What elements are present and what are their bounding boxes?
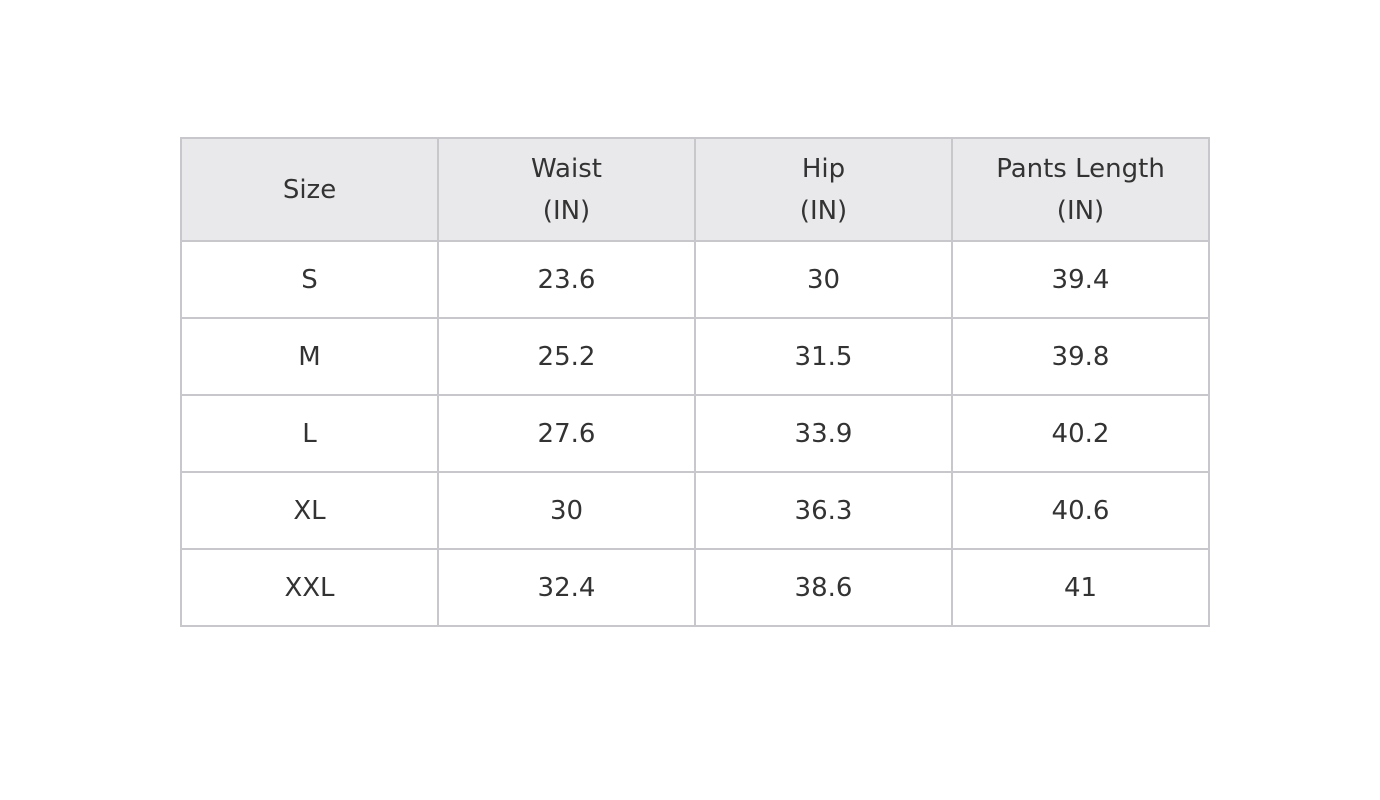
header-unit: (IN) <box>542 195 591 226</box>
table-body: S 23.6 30 39.4 M 25.2 31.5 39.8 L 27.6 33.9 40.2 XL 3… <box>180 240 1210 627</box>
measure-cell: 31.5 <box>694 317 953 396</box>
measure-cell: 39.4 <box>951 240 1210 319</box>
table-row: XL 30 36.3 40.6 <box>180 471 1210 550</box>
table-row: L 27.6 33.9 40.2 <box>180 394 1210 473</box>
header-cell: Size <box>180 137 439 242</box>
header-unit: (IN) <box>799 195 848 226</box>
table-row: XXL 32.4 38.6 41 <box>180 548 1210 627</box>
measure-cell: 27.6 <box>437 394 696 473</box>
measure-cell: 41 <box>951 548 1210 627</box>
header-row: Size Waist (IN) Hip (IN) Pants Length (IN) <box>180 137 1210 242</box>
size-cell: M <box>180 317 439 396</box>
header-name: Pants Length <box>996 153 1165 184</box>
table-row: S 23.6 30 39.4 <box>180 240 1210 319</box>
size-cell: S <box>180 240 439 319</box>
size-cell: XXL <box>180 548 439 627</box>
measure-cell: 40.6 <box>951 471 1210 550</box>
measure-cell: 38.6 <box>694 548 953 627</box>
size-cell: XL <box>180 471 439 550</box>
measure-cell: 30 <box>694 240 953 319</box>
measure-cell: 25.2 <box>437 317 696 396</box>
header-name: Size <box>282 174 337 205</box>
header-name: Waist <box>531 153 602 184</box>
header-cell: Hip (IN) <box>694 137 953 242</box>
table-row: M 25.2 31.5 39.8 <box>180 317 1210 396</box>
header-cell: Pants Length (IN) <box>951 137 1210 242</box>
header-cell: Waist (IN) <box>437 137 696 242</box>
measure-cell: 33.9 <box>694 394 953 473</box>
measure-cell: 36.3 <box>694 471 953 550</box>
size-table: Size Waist (IN) Hip (IN) Pants Length (IN) S 23… <box>180 137 1210 627</box>
measure-cell: 39.8 <box>951 317 1210 396</box>
measure-cell: 32.4 <box>437 548 696 627</box>
table-header: Size Waist (IN) Hip (IN) Pants Length (IN) <box>180 137 1210 242</box>
measure-cell: 30 <box>437 471 696 550</box>
size-cell: L <box>180 394 439 473</box>
measure-cell: 40.2 <box>951 394 1210 473</box>
measure-cell: 23.6 <box>437 240 696 319</box>
header-name: Hip <box>801 153 846 184</box>
header-unit: (IN) <box>1056 195 1105 226</box>
